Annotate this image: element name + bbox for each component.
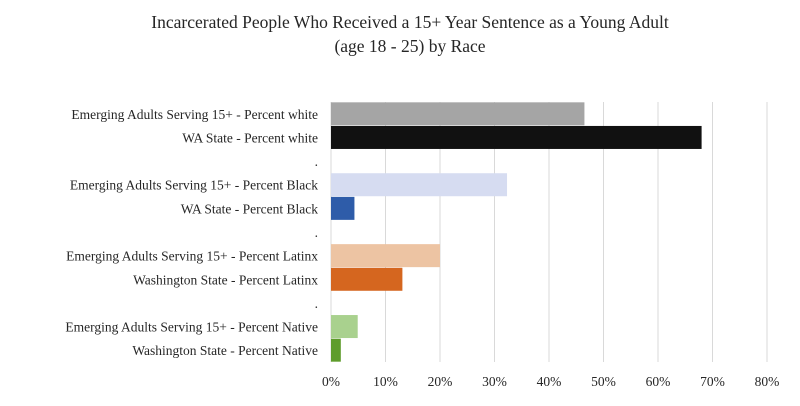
x-tick-label: 40%	[537, 374, 562, 389]
category-labels: Emerging Adults Serving 15+ - Percent wh…	[65, 107, 318, 358]
bar	[331, 244, 440, 268]
category-label: Emerging Adults Serving 15+ - Percent Bl…	[70, 178, 318, 193]
chart-title-line-2: (age 18 - 25) by Race	[334, 36, 485, 56]
x-tick-labels: 0% 10% 20% 30% 40% 50% 60% 70% 80%	[322, 374, 779, 389]
bar	[331, 125, 702, 149]
bar	[331, 102, 585, 126]
x-tick-label: 80%	[755, 374, 780, 389]
bar	[331, 338, 341, 362]
x-tick-label: 60%	[646, 374, 671, 389]
category-label: Emerging Adults Serving 15+ - Percent wh…	[71, 107, 318, 122]
bar	[331, 267, 403, 291]
category-label: Emerging Adults Serving 15+ - Percent La…	[66, 249, 318, 264]
category-label: Washington State - Percent Latinx	[133, 272, 318, 287]
category-label: WA State - Percent white	[182, 130, 318, 145]
x-tick-label: 0%	[322, 374, 340, 389]
chart-title-line-1: Incarcerated People Who Received a 15+ Y…	[151, 12, 669, 32]
x-tick-label: 20%	[428, 374, 453, 389]
category-label: Washington State - Percent Native	[132, 343, 318, 358]
x-tick-label: 10%	[373, 374, 398, 389]
x-tick-label: 50%	[591, 374, 616, 389]
bar	[331, 196, 355, 220]
category-label: .	[315, 296, 318, 311]
x-tick-label: 30%	[482, 374, 507, 389]
bars	[331, 102, 702, 362]
category-label: .	[315, 154, 318, 169]
category-label: .	[315, 225, 318, 240]
category-label: WA State - Percent Black	[181, 201, 318, 216]
x-tick-label: 70%	[700, 374, 725, 389]
bar	[331, 315, 358, 339]
category-label: Emerging Adults Serving 15+ - Percent Na…	[65, 320, 318, 335]
bar	[331, 173, 508, 197]
